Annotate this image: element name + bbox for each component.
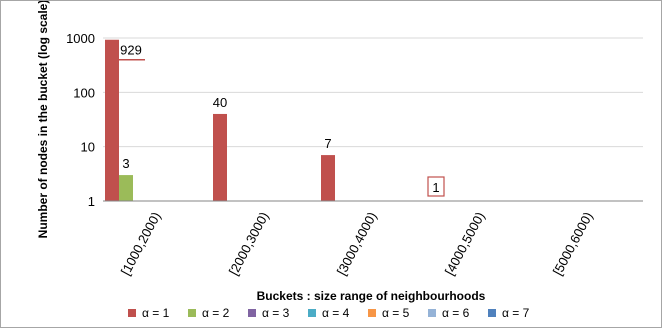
- legend-label: α = 5: [382, 306, 410, 320]
- data-label-border: [427, 176, 445, 197]
- bars: [105, 39, 335, 202]
- legend: α = 1 α = 2 α = 3 α = 4 α = 5 α = 6 α = 7: [128, 306, 530, 320]
- x-tick-label: [2000,3000): [226, 209, 272, 277]
- legend-label: α = 6: [442, 306, 470, 320]
- x-tick-labels: [1000,2000) [2000,3000) [3000,4000) [4000,5…: [118, 209, 596, 277]
- legend-label: α = 2: [202, 306, 230, 320]
- legend-swatch: [248, 309, 256, 317]
- data-label: 40: [213, 95, 227, 110]
- legend-swatch: [128, 309, 136, 317]
- bar: [321, 155, 335, 201]
- x-tick-label: [3000,4000): [334, 209, 380, 277]
- y-axis-title: Number of nodes in the bucket (log scale…: [36, 1, 50, 238]
- y-tick-label: 100: [73, 85, 95, 100]
- gridlines: [103, 37, 643, 148]
- y-tick-label: 1: [88, 194, 95, 209]
- legend-swatch: [428, 309, 436, 317]
- y-tick-label: 1000: [66, 31, 95, 46]
- data-label: 1: [432, 180, 439, 195]
- legend-label: α = 7: [502, 306, 530, 320]
- data-label: 3: [122, 156, 129, 171]
- legend-swatch: [188, 309, 196, 317]
- x-tick-label: [5000,6000): [550, 209, 596, 277]
- x-axis-title: Buckets : size range of neighbourhoods: [257, 289, 486, 303]
- legend-swatch: [368, 309, 376, 317]
- x-tick-label: [4000,5000): [442, 209, 488, 277]
- data-label: 7: [324, 136, 331, 151]
- y-tick-labels: 1 10 100 1000: [66, 31, 95, 209]
- x-tick-label: [1000,2000): [118, 209, 164, 277]
- bar: [213, 113, 227, 201]
- bar: [105, 39, 119, 202]
- legend-label: α = 1: [142, 306, 170, 320]
- y-tick-label: 10: [81, 140, 95, 155]
- bar: [119, 175, 133, 201]
- data-label-box: 1: [427, 176, 445, 197]
- legend-swatch: [308, 309, 316, 317]
- legend-swatch: [488, 309, 496, 317]
- legend-label: α = 4: [322, 306, 350, 320]
- legend-label: α = 3: [262, 306, 290, 320]
- data-label: 929: [120, 43, 142, 58]
- data-labels: 929 3 40 7 1: [117, 43, 445, 197]
